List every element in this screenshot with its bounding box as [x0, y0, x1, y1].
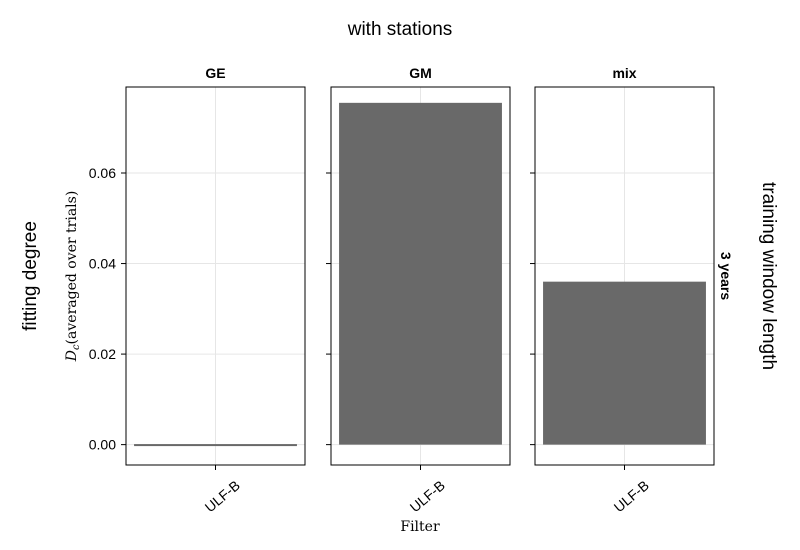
facet-panel-mix: mix ULF-B: [530, 65, 715, 515]
facet-title: mix: [612, 65, 636, 81]
y-axis-label-main: D: [64, 350, 80, 362]
y-tick-labels: 0.00 0.02 0.04 0.06: [89, 165, 116, 453]
row-facet-label: 3 years: [718, 252, 734, 300]
facet-panel-gm: GM ULF-B: [326, 65, 511, 515]
col-axis-label: training window length: [758, 182, 779, 370]
y-tick-label: 0.06: [89, 165, 116, 181]
facet-panels: GE ULF-B GM ULF-B mix ULF-B: [121, 65, 715, 515]
bar: [134, 444, 297, 447]
bar: [339, 102, 502, 445]
y-axis-label-rest: (averaged over trials): [64, 191, 80, 345]
y-tick-label: 0.04: [89, 256, 116, 272]
facet-panel-ge: GE ULF-B: [121, 65, 306, 515]
x-tick-label: ULF-B: [407, 477, 448, 515]
y-tick-label: 0.02: [89, 346, 116, 362]
row-axis-label: fitting degree: [20, 221, 41, 331]
chart-title: with stations: [347, 19, 453, 40]
y-axis-label: Dc(averaged over trials): [64, 191, 82, 363]
y-tick-label: 0.00: [89, 437, 116, 453]
facet-title: GE: [205, 65, 225, 81]
panel-frame: [125, 86, 306, 466]
panel-frame: [330, 86, 511, 466]
x-axis-label: Filter: [400, 519, 440, 535]
y-axis-label-sub: c: [71, 344, 82, 350]
facet-title: GM: [409, 65, 432, 81]
x-tick-label: ULF-B: [202, 477, 243, 515]
x-tick-label: ULF-B: [611, 477, 652, 515]
bar: [543, 281, 706, 445]
panel-frame: [534, 86, 715, 466]
